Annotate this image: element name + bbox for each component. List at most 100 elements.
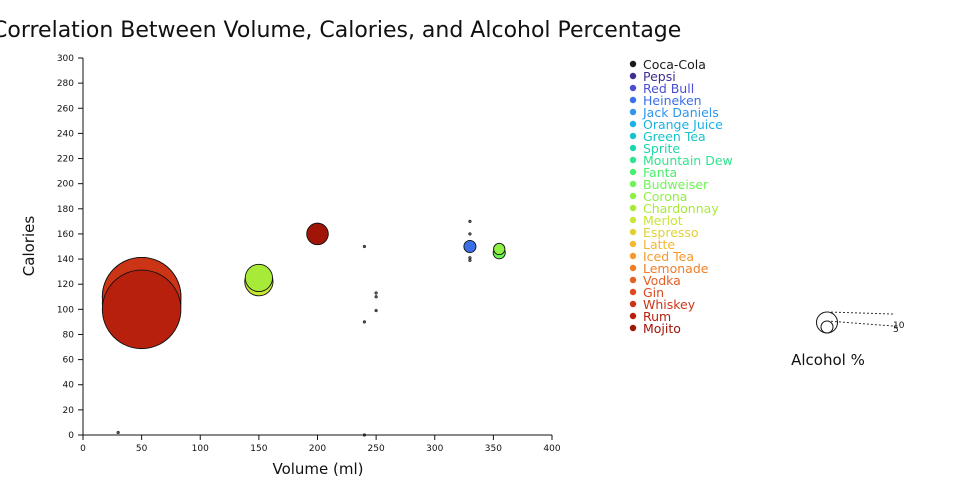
y-tick-label: 20 <box>63 406 75 416</box>
legend-marker <box>629 240 637 248</box>
data-point-zero-alcohol <box>468 219 472 224</box>
legend-marker <box>629 60 637 68</box>
legend-label: Gin <box>643 285 664 300</box>
y-tick-label: 100 <box>57 305 74 315</box>
legend-marker <box>629 252 637 260</box>
y-tick-label: 40 <box>63 381 75 391</box>
y-tick-label: 280 <box>57 79 74 89</box>
data-point-zero-alcohol <box>116 430 120 435</box>
x-tick-label: 350 <box>485 444 502 454</box>
data-point-zero-alcohol <box>362 320 367 324</box>
legend-marker <box>629 288 637 296</box>
legend-marker <box>629 168 637 176</box>
legend-label: Vodka <box>643 273 681 288</box>
legend-label: Orange Juice <box>643 117 723 132</box>
legend-label: Espresso <box>643 225 699 240</box>
legend-label: Latte <box>643 237 675 252</box>
y-axis-label: Calories <box>20 216 38 277</box>
size-legend-circle <box>820 320 834 334</box>
y-tick-label: 240 <box>57 129 74 139</box>
chart-title: Correlation Between Volume, Calories, an… <box>0 18 681 43</box>
y-tick-label: 300 <box>57 54 74 64</box>
legend-marker <box>629 108 637 116</box>
data-point-corona <box>493 242 506 256</box>
legend-label: Red Bull <box>643 81 694 96</box>
x-axis-label: Volume (ml) <box>272 460 363 478</box>
legend-label: Iced Tea <box>643 249 694 264</box>
legend-marker <box>629 96 637 104</box>
legend-marker <box>629 324 637 332</box>
x-tick-label: 250 <box>368 444 385 454</box>
y-tick-label: 80 <box>63 330 75 340</box>
y-tick-label: 220 <box>57 155 74 165</box>
legend-marker <box>629 312 637 320</box>
size-legend-value: 10 <box>893 321 905 331</box>
y-tick-label: 200 <box>57 180 74 190</box>
legend-marker <box>629 192 637 200</box>
legend-marker <box>629 180 637 188</box>
y-tick-label: 120 <box>57 280 74 290</box>
legend-marker <box>629 72 637 80</box>
data-point-mojito <box>306 222 329 246</box>
y-tick-label: 180 <box>57 205 74 215</box>
legend-label: Merlot <box>643 213 683 228</box>
legend-marker <box>629 276 637 284</box>
data-point-chardonnay <box>244 263 273 293</box>
legend-label: Fanta <box>643 165 677 180</box>
legend-label: Sprite <box>643 141 680 156</box>
legend-label: Green Tea <box>643 129 706 144</box>
data-point-heineken <box>463 239 477 253</box>
legend-marker <box>629 204 637 212</box>
x-tick-label: 50 <box>136 444 148 454</box>
legend-label: Heineken <box>643 93 702 108</box>
y-tick-label: 60 <box>63 356 75 366</box>
x-tick-label: 150 <box>250 444 267 454</box>
legend-marker <box>629 228 637 236</box>
legend-marker <box>629 120 637 128</box>
size-legend-title: Alcohol % <box>791 351 865 369</box>
x-tick-label: 200 <box>309 444 326 454</box>
legend-label: Rum <box>643 309 671 324</box>
legend-label: Whiskey <box>643 297 696 312</box>
data-point-zero-alcohol <box>468 232 472 236</box>
x-tick-label: 100 <box>192 444 209 454</box>
legend-marker <box>629 132 637 140</box>
legend-label: Jack Daniels <box>642 105 719 120</box>
legend-marker <box>629 84 637 92</box>
data-point-zero-alcohol <box>362 244 367 249</box>
x-tick-label: 0 <box>80 444 86 454</box>
size-legend-leader <box>826 320 894 327</box>
data-point-zero-alcohol <box>468 258 472 262</box>
size-legend-leader <box>826 311 894 315</box>
legend-label: Pepsi <box>643 69 676 84</box>
legend-label: Corona <box>643 189 687 204</box>
size-legend-circle <box>816 311 838 334</box>
legend-marker <box>629 300 637 308</box>
legend-label: Chardonnay <box>643 201 719 216</box>
legend-marker <box>629 144 637 152</box>
data-point-rum <box>101 269 182 350</box>
data-point-zero-alcohol <box>374 291 378 295</box>
y-tick-label: 0 <box>68 431 74 441</box>
legend-label: Coca-Cola <box>643 57 706 72</box>
x-tick-label: 300 <box>426 444 443 454</box>
size-legend-value: 5 <box>893 325 899 335</box>
y-tick-label: 160 <box>57 230 74 240</box>
x-tick-label: 400 <box>543 444 560 454</box>
size-legend: Alcohol % 105 <box>791 311 905 369</box>
axes: 0 50 100 150 200 250 300 350 400 0 20 40 60 80 100 120 1… <box>57 54 561 454</box>
y-tick-label: 140 <box>57 255 74 265</box>
legend-marker <box>629 216 637 224</box>
data-point-zero-alcohol <box>374 308 378 313</box>
plot-area <box>101 219 506 437</box>
y-tick-label: 260 <box>57 104 74 114</box>
legend-label: Lemonade <box>643 261 709 276</box>
legend-label: Mojito <box>643 321 681 336</box>
legend-marker <box>629 156 637 164</box>
legend-marker <box>629 264 637 272</box>
data-point-zero-alcohol <box>374 295 378 299</box>
legend-label: Mountain Dew <box>643 153 733 168</box>
legend-label: Budweiser <box>643 177 709 192</box>
